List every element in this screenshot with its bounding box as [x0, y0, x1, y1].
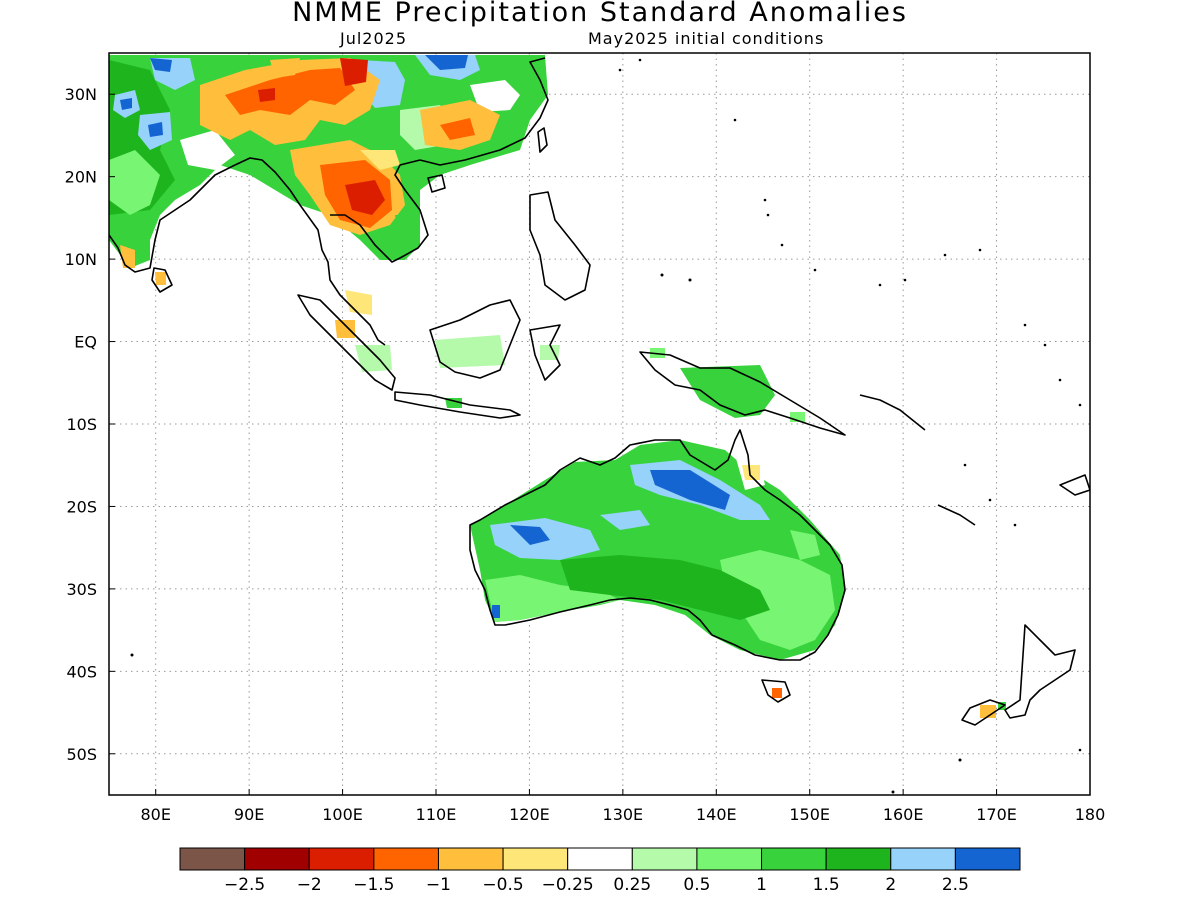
lat-tick-label: 10N — [65, 250, 97, 269]
colorbar-swatch — [437, 847, 504, 871]
lon-tick-label: 140E — [696, 805, 737, 824]
colorbar-label: 1.5 — [813, 875, 840, 895]
colorbar-swatch — [308, 847, 375, 871]
asia-anomaly-field — [109, 55, 548, 285]
colorbar-swatch — [825, 847, 892, 871]
colorbar-swatch — [631, 847, 698, 871]
longitude-labels: 80E 90E 100E 110E 120E 130E 140E 150E 160E 170E 18… — [140, 789, 1105, 824]
colorbar-label: 1 — [756, 875, 767, 895]
colorbar-swatch — [954, 847, 1021, 871]
colorbar-label: 2.5 — [942, 875, 969, 895]
lon-tick-label: 160E — [883, 805, 924, 824]
colorbar-swatch — [179, 847, 246, 871]
colorbar-swatch — [696, 847, 763, 871]
lat-tick-label: 50S — [66, 745, 97, 764]
initial-conditions: May2025 initial conditions — [588, 29, 825, 48]
lon-tick-label: 80E — [140, 805, 170, 824]
colorbar-label: −1 — [426, 875, 451, 895]
lat-tick-label: 40S — [66, 662, 97, 681]
colorbar-label: 2 — [885, 875, 896, 895]
latitude-labels: 30N 20N 10N EQ 10S 20S 30S 40S 50S — [65, 85, 115, 764]
forecast-month: Jul2025 — [340, 29, 408, 48]
colorbar-label: 0.5 — [683, 875, 710, 895]
colorbar-label: −0.25 — [542, 875, 594, 895]
lat-tick-label: 30N — [65, 85, 97, 104]
colorbar-swatch — [567, 847, 633, 871]
colorbar-swatch — [244, 847, 310, 871]
colorbar-label: −0.5 — [482, 875, 523, 895]
australia-anomaly-field — [470, 440, 1006, 718]
colorbar-swatch — [761, 847, 827, 871]
island-dots — [130, 58, 1082, 794]
colorbar-label: −2 — [297, 875, 322, 895]
lat-tick-label: 10S — [66, 415, 97, 434]
colorbar-label: −1.5 — [353, 875, 394, 895]
lat-tick-label: EQ — [74, 333, 97, 352]
lon-tick-label: 90E — [234, 805, 264, 824]
lat-tick-label: 30S — [66, 580, 97, 599]
colorbar-swatch — [890, 847, 956, 871]
map-title: NMME Precipitation Standard Anomalies — [292, 0, 908, 28]
colorbar-label: 0.25 — [613, 875, 651, 895]
coastlines — [109, 57, 1090, 726]
colorbar: −2.5 −2 −1.5 −1 −0.5 −0.25 0.25 0.5 1 1.5 2 2.5 — [179, 847, 1021, 895]
lon-tick-label: 150E — [789, 805, 830, 824]
anomaly-fields — [109, 55, 1006, 718]
lat-tick-label: 20N — [65, 168, 97, 187]
lon-tick-label: 170E — [976, 805, 1017, 824]
lon-tick-label: 120E — [509, 805, 550, 824]
lon-tick-label: 110E — [416, 805, 457, 824]
colorbar-swatch — [373, 847, 439, 871]
colorbar-swatch — [502, 847, 569, 871]
lon-tick-label: 180 — [1075, 805, 1106, 824]
lat-tick-label: 20S — [66, 497, 97, 516]
lon-tick-label: 130E — [603, 805, 644, 824]
lon-tick-label: 100E — [322, 805, 363, 824]
colorbar-label: −2.5 — [224, 875, 265, 895]
